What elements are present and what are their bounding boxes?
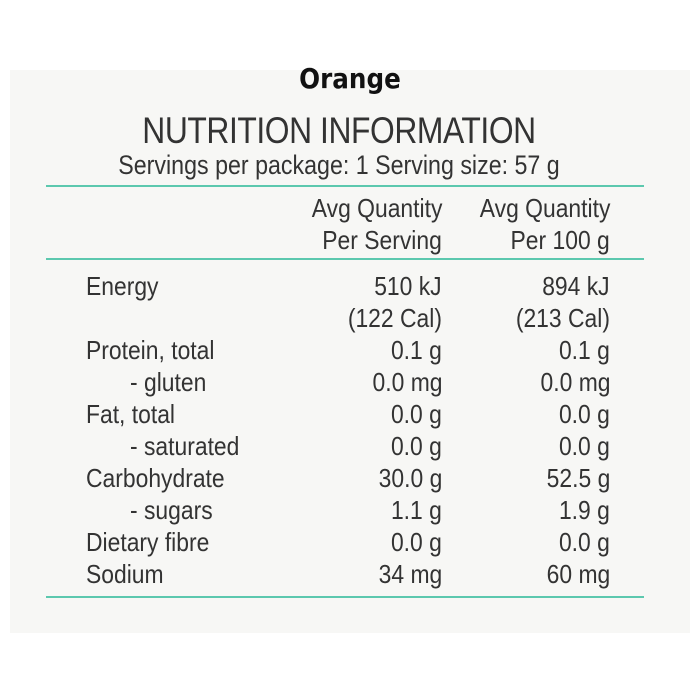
bottom-rule: [46, 596, 644, 598]
col-per100-header-line1: Avg Quantity: [479, 193, 610, 223]
row-label: Sodium: [86, 559, 164, 589]
row-serving-value: 1.1 g: [391, 495, 442, 525]
row-serving-value: 0.0 g: [391, 527, 442, 557]
row-label: - sugars: [130, 495, 213, 525]
row-per100-value: 0.1 g: [559, 335, 610, 365]
row-label: Carbohydrate: [86, 463, 225, 493]
servings-info: Servings per package: 1 Serving size: 57…: [118, 150, 560, 180]
col-serving-header-line2: Per Serving: [322, 225, 442, 255]
row-label: - saturated: [130, 431, 240, 461]
row-serving-value: (122 Cal): [347, 303, 442, 333]
col-per100-header-line2: Per 100 g: [510, 225, 610, 255]
row-per100-value: 0.0 g: [559, 431, 610, 461]
row-serving-value: 0.0 g: [391, 399, 442, 429]
row-serving-value: 0.0 mg: [372, 367, 442, 397]
row-label: Protein, total: [86, 335, 215, 365]
product-title: Orange: [299, 62, 401, 95]
row-serving-value: 510 kJ: [374, 271, 442, 301]
row-label: Fat, total: [86, 399, 176, 429]
row-label: Dietary fibre: [86, 527, 210, 557]
row-serving-value: 34 mg: [378, 559, 442, 589]
top-rule: [46, 185, 644, 187]
row-serving-value: 30.0 g: [378, 463, 442, 493]
col-serving-header-line1: Avg Quantity: [311, 193, 442, 223]
row-serving-value: 0.0 g: [391, 431, 442, 461]
row-per100-value: (213 Cal): [515, 303, 610, 333]
row-per100-value: 0.0 g: [559, 527, 610, 557]
row-per100-value: 0.0 mg: [540, 367, 610, 397]
header-rule: [46, 258, 644, 260]
row-per100-value: 1.9 g: [559, 495, 610, 525]
row-label: Energy: [86, 271, 159, 301]
row-serving-value: 0.1 g: [391, 335, 442, 365]
row-per100-value: 894 kJ: [542, 271, 610, 301]
row-per100-value: 52.5 g: [546, 463, 610, 493]
nutrition-panel: [10, 70, 690, 633]
row-per100-value: 60 mg: [546, 559, 610, 589]
row-per100-value: 0.0 g: [559, 399, 610, 429]
nutrition-heading: NUTRITION INFORMATION: [142, 110, 536, 151]
row-label: - gluten: [130, 367, 207, 397]
